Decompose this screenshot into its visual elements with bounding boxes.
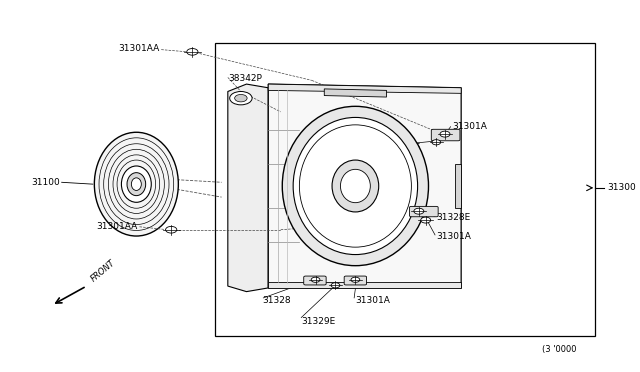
Circle shape	[166, 227, 177, 233]
Text: 38342P: 38342P	[228, 74, 262, 83]
Text: 31328: 31328	[262, 296, 291, 305]
Circle shape	[414, 208, 424, 214]
Ellipse shape	[94, 132, 179, 236]
FancyBboxPatch shape	[410, 206, 438, 217]
Text: 31300: 31300	[607, 183, 636, 192]
Circle shape	[311, 277, 320, 282]
Circle shape	[440, 131, 450, 137]
FancyBboxPatch shape	[304, 276, 326, 285]
Text: 31328E: 31328E	[387, 142, 420, 151]
Polygon shape	[268, 282, 461, 288]
Ellipse shape	[293, 118, 418, 254]
Polygon shape	[455, 164, 461, 208]
Polygon shape	[324, 89, 387, 97]
Circle shape	[187, 48, 198, 55]
Text: 31301AA: 31301AA	[97, 222, 138, 231]
FancyBboxPatch shape	[344, 276, 367, 285]
FancyBboxPatch shape	[431, 129, 460, 141]
Ellipse shape	[340, 169, 371, 203]
Text: 31301A: 31301A	[355, 296, 390, 305]
Circle shape	[235, 94, 247, 102]
Ellipse shape	[282, 106, 429, 266]
Polygon shape	[268, 84, 461, 288]
Ellipse shape	[332, 160, 379, 212]
Text: 31301A: 31301A	[452, 122, 486, 131]
Circle shape	[230, 92, 252, 105]
Text: (3 '0000: (3 '0000	[542, 344, 577, 353]
Text: 31100: 31100	[32, 178, 60, 187]
Ellipse shape	[131, 178, 141, 190]
Polygon shape	[228, 84, 268, 292]
Ellipse shape	[122, 166, 151, 202]
Text: 31328E: 31328E	[436, 213, 470, 222]
Text: 31301AA: 31301AA	[118, 44, 159, 53]
Circle shape	[420, 217, 431, 223]
Circle shape	[351, 277, 360, 282]
Text: 31329E: 31329E	[301, 317, 335, 326]
Polygon shape	[268, 84, 461, 93]
Ellipse shape	[127, 173, 146, 196]
Circle shape	[331, 283, 340, 288]
Text: FRONT: FRONT	[89, 258, 117, 283]
Bar	[216, 43, 595, 336]
Text: 31301A: 31301A	[436, 231, 471, 241]
Circle shape	[432, 140, 440, 145]
